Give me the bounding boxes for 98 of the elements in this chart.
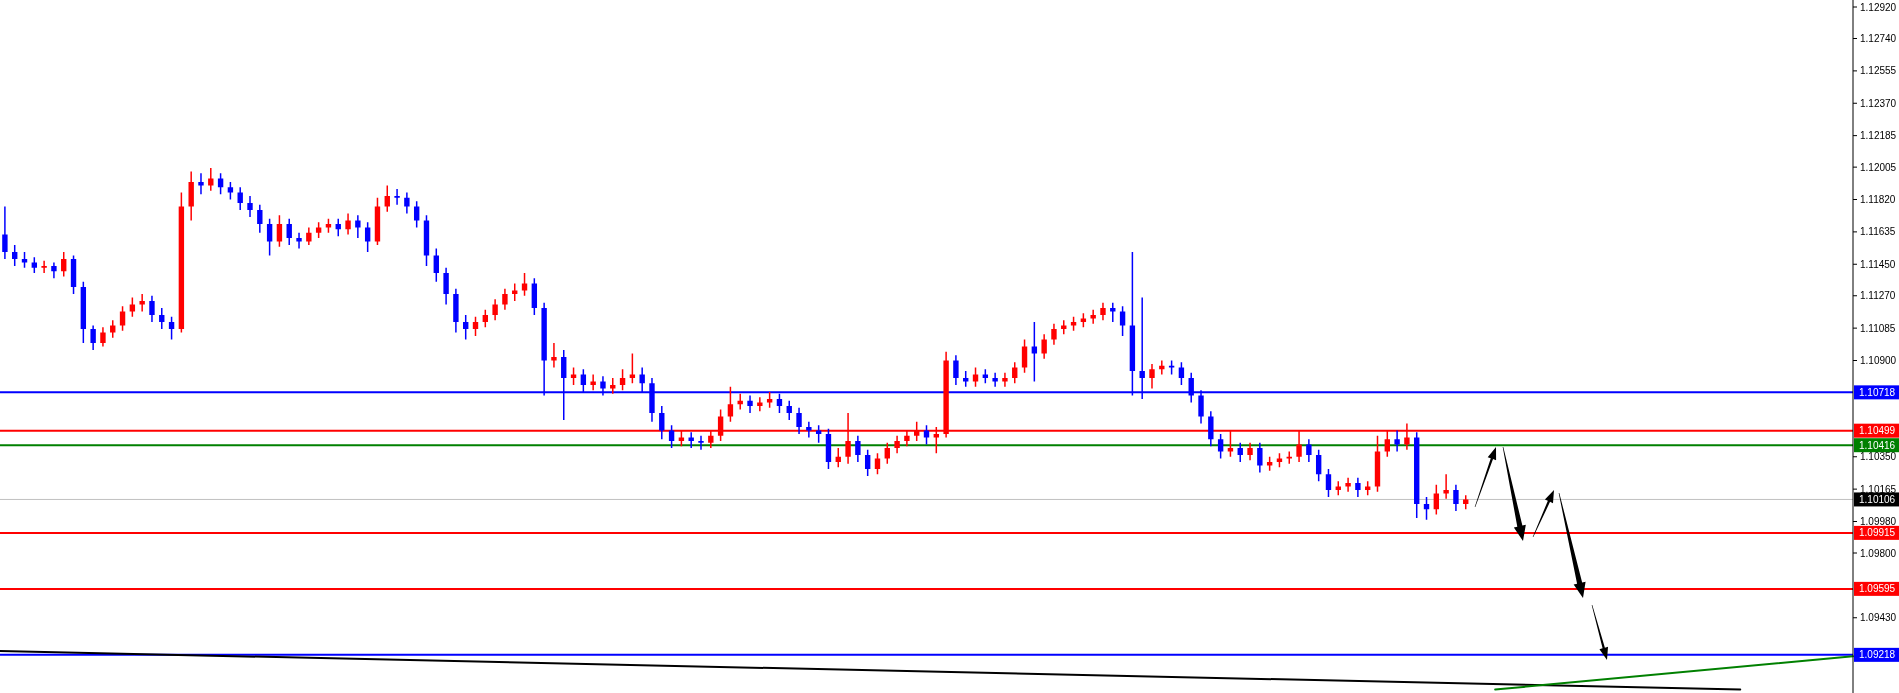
- candlestick: [12, 244, 18, 267]
- y-tick-label: 1.09980: [1860, 516, 1897, 527]
- candlestick: [1119, 305, 1126, 337]
- ref-line-label: 1.10416: [1859, 439, 1896, 451]
- candlestick: [1237, 442, 1243, 463]
- candlestick: [257, 204, 263, 234]
- candlestick: [1031, 321, 1038, 383]
- candlestick: [1051, 323, 1057, 346]
- ref-line-label: 1.09218: [1859, 649, 1896, 661]
- candlestick: [463, 314, 469, 341]
- candlestick: [521, 272, 528, 297]
- candlestick: [806, 421, 812, 439]
- candlestick: [433, 247, 439, 283]
- candlestick: [727, 386, 734, 423]
- y-tick-label: 1.12740: [1860, 33, 1897, 44]
- candlestick: [1345, 477, 1351, 493]
- candlestick: [384, 184, 390, 213]
- candlestick: [198, 172, 204, 195]
- candlestick: [90, 324, 96, 351]
- y-tick-label: 1.12370: [1860, 97, 1897, 109]
- candlestick: [355, 214, 361, 239]
- candlestick: [2, 205, 8, 260]
- candlestick: [864, 449, 871, 477]
- candlestick: [41, 260, 47, 274]
- y-tick-label: 1.12920: [1860, 1, 1897, 13]
- candlestick: [1217, 433, 1224, 460]
- candlestick: [119, 305, 126, 332]
- candlestick: [159, 307, 165, 330]
- y-tick-label: 1.12555: [1860, 65, 1897, 77]
- candlestick: [404, 191, 410, 215]
- candlestick: [992, 372, 998, 388]
- ref-line-label: 1.10499: [1859, 425, 1896, 437]
- candlestick: [757, 396, 763, 412]
- candlestick: [276, 214, 283, 248]
- candlestick: [972, 366, 979, 388]
- candlestick: [619, 368, 626, 391]
- candlestick: [443, 267, 449, 306]
- ref-line-label: 1.10106: [1859, 493, 1896, 505]
- candlestick: [1110, 302, 1116, 323]
- candlestick: [1090, 309, 1096, 325]
- candlestick: [129, 296, 136, 318]
- candlestick: [1149, 363, 1155, 390]
- candlestick: [61, 251, 67, 278]
- candlestick: [659, 405, 665, 440]
- candlestick: [1257, 442, 1263, 474]
- candlestick: [247, 195, 253, 218]
- candlestick: [1453, 484, 1459, 512]
- candlestick: [1021, 338, 1028, 374]
- candlestick: [1443, 473, 1449, 500]
- candlestick: [884, 442, 890, 465]
- candlestick: [590, 373, 596, 391]
- y-tick-label: 1.12005: [1860, 161, 1897, 173]
- candlestick: [472, 316, 479, 337]
- candlestick: [796, 407, 802, 435]
- ref-line-label: 1.09595: [1859, 583, 1896, 595]
- candlestick: [1394, 429, 1400, 453]
- candlestick: [1315, 449, 1322, 482]
- y-tick-label: 1.10350: [1860, 451, 1897, 463]
- candlestick: [502, 288, 508, 311]
- candlestick: [394, 188, 400, 206]
- candlestick: [139, 293, 145, 313]
- candlestick: [953, 354, 959, 386]
- y-tick-label: 1.11635: [1860, 226, 1896, 238]
- candlestick: [100, 326, 106, 348]
- candlestick: [296, 232, 302, 250]
- candlestick: [923, 424, 930, 446]
- candlestick: [1355, 477, 1361, 498]
- candlestick: [551, 342, 557, 369]
- y-tick-label: 1.12185: [1860, 130, 1897, 142]
- ref-line-label: 1.10718: [1859, 386, 1896, 398]
- candlestick: [1041, 333, 1047, 360]
- candlestick: [1325, 468, 1332, 498]
- ref-line-label: 1.09915: [1859, 527, 1896, 539]
- candlestick: [492, 298, 498, 321]
- y-tick-label: 1.09800: [1860, 547, 1897, 559]
- candlestick: [786, 400, 792, 421]
- y-tick-label: 1.10165: [1860, 483, 1897, 495]
- y-tick-label: 1.11270: [1860, 290, 1896, 302]
- candlestick: [266, 218, 273, 257]
- candlestick: [855, 435, 861, 463]
- candlestick: [413, 200, 420, 229]
- candlestick: [149, 295, 155, 323]
- candlestick: [747, 394, 753, 414]
- candlestick: [610, 377, 616, 395]
- y-tick-label: 1.09430: [1860, 612, 1897, 624]
- candlestick: [345, 212, 351, 236]
- y-tick-label: 1.11820: [1860, 194, 1896, 205]
- candlestick: [286, 218, 292, 246]
- candlestick: [698, 435, 704, 451]
- candlestick: [1306, 438, 1312, 463]
- y-tick-label: 1.11085: [1860, 322, 1896, 334]
- candlestick: [168, 316, 175, 341]
- candlestick: [1208, 410, 1214, 447]
- candlestick: [208, 167, 214, 192]
- y-tick-label: 1.11450: [1860, 258, 1896, 270]
- candlestick: [1002, 372, 1008, 388]
- y-tick-label: 1.10900: [1860, 355, 1897, 366]
- candlestick: [364, 221, 371, 253]
